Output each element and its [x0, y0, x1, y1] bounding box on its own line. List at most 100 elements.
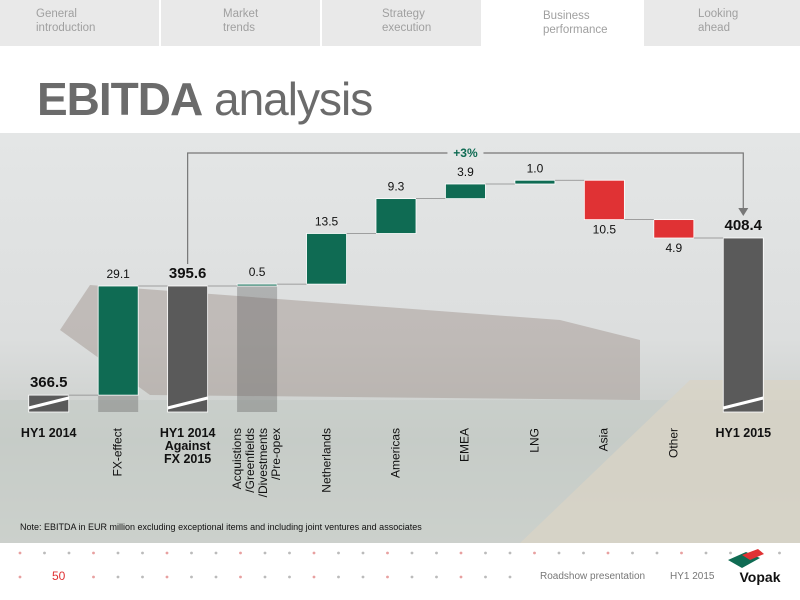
dot [288, 551, 291, 555]
dot [459, 575, 463, 579]
dot [582, 551, 585, 555]
dot [778, 551, 781, 555]
bar [167, 285, 209, 413]
category-label: Acquistions /Greenfields /Divestments /P… [230, 428, 284, 498]
category-label: HY1 2014 [20, 426, 77, 440]
dot [680, 551, 683, 555]
dot [92, 551, 95, 555]
dot [190, 575, 193, 579]
category-label: Netherlands [319, 428, 334, 493]
dot [459, 551, 463, 555]
axis-break [167, 396, 209, 410]
value-label: 408.4 [724, 217, 762, 234]
dot [214, 551, 218, 555]
dot [18, 575, 22, 579]
bar-base [98, 395, 139, 412]
jetty [520, 380, 800, 543]
footer-period: HY1 2015 [670, 571, 715, 582]
axis-break [28, 396, 70, 410]
dot [165, 551, 169, 555]
category-label: HY1 2014 Against FX 2015 [159, 426, 216, 466]
dot [312, 575, 316, 579]
bracket-arrow [738, 208, 749, 216]
category-label: Americas [388, 428, 403, 479]
page-number: 50 [52, 569, 66, 583]
nav-tab[interactable]: Looking ahead [644, 0, 800, 46]
value-label: 13.5 [315, 215, 339, 229]
dot [484, 575, 487, 579]
nav-tab[interactable]: Business performance [483, 2, 642, 48]
footer-presentation: Roadshow presentation [540, 571, 646, 582]
dot [655, 551, 659, 555]
dot [43, 551, 46, 555]
dot [361, 575, 365, 579]
dot [165, 575, 169, 579]
dot [704, 551, 708, 555]
bar-base [237, 286, 278, 412]
bar [583, 179, 625, 221]
value-label: 4.9 [665, 241, 682, 255]
value-label: 29.1 [107, 267, 131, 281]
category-label: FX-effect [110, 428, 125, 477]
value-label: 395.6 [169, 265, 207, 282]
category-label: Other [666, 428, 681, 459]
dot [435, 551, 438, 555]
annotation: +3% [453, 146, 478, 160]
nav-tab[interactable]: Market trends [161, 0, 320, 46]
nav-tab[interactable]: Strategy execution [322, 0, 481, 46]
dot [410, 575, 414, 579]
dot [239, 551, 242, 555]
value-label: 9.3 [388, 180, 405, 194]
bar [722, 237, 764, 413]
dot [361, 551, 365, 555]
dot [410, 551, 414, 555]
dot [116, 551, 120, 555]
bar [236, 283, 278, 287]
dot [533, 551, 536, 555]
title-bold: EBITDA [37, 73, 203, 125]
dot [508, 551, 512, 555]
dot [263, 575, 267, 579]
nav-tab[interactable]: General introduction [0, 0, 159, 46]
dot [312, 551, 316, 555]
dot [606, 551, 610, 555]
footer-dots [18, 551, 781, 579]
dot [337, 551, 340, 555]
dot [116, 575, 120, 579]
value-label: 3.9 [457, 165, 474, 179]
category-label: LNG [527, 428, 542, 453]
value-label: 366.5 [30, 374, 68, 391]
bar [306, 233, 347, 285]
dot [557, 551, 561, 555]
value-label: 1.0 [527, 161, 544, 175]
dot [67, 551, 71, 555]
dot [729, 551, 732, 555]
logo-text: Vopak [740, 569, 781, 585]
bar [445, 183, 486, 200]
logo-mark [742, 549, 764, 560]
dot [484, 551, 487, 555]
dot [337, 575, 340, 579]
dot [214, 575, 218, 579]
value-label: 10.5 [593, 223, 617, 237]
dot [239, 575, 242, 579]
axis-break [722, 396, 764, 410]
dot [18, 551, 22, 555]
category-label: EMEA [457, 428, 472, 463]
bar [514, 179, 556, 185]
dot [386, 551, 389, 555]
dot [435, 575, 438, 579]
category-label: HY1 2015 [715, 426, 772, 440]
dot [190, 551, 193, 555]
dot [508, 575, 512, 579]
dot [141, 575, 144, 579]
dot [288, 575, 291, 579]
dot [631, 551, 634, 555]
value-label: 0.5 [249, 265, 266, 279]
bar [375, 198, 417, 234]
slide-title: EBITDA analysis [37, 72, 373, 126]
dot [141, 551, 144, 555]
category-label: Asia [596, 428, 611, 452]
